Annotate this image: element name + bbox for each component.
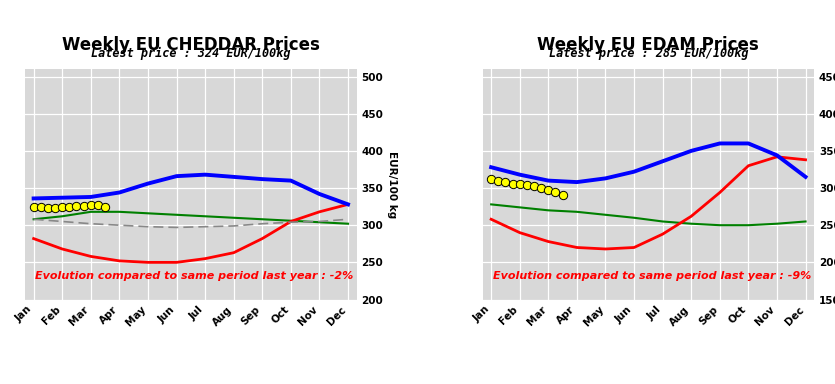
Y-axis label: EUR/100 kg: EUR/100 kg — [387, 151, 397, 218]
Text: Evolution compared to same period last year : -9%: Evolution compared to same period last y… — [493, 271, 811, 281]
Text: Evolution compared to same period last year : -2%: Evolution compared to same period last y… — [35, 271, 353, 281]
Title: Weekly EU CHEDDAR Prices: Weekly EU CHEDDAR Prices — [62, 36, 320, 54]
Text: Latest price : 324 EUR/100kg: Latest price : 324 EUR/100kg — [91, 47, 291, 60]
Text: Latest price : 285 EUR/100kg: Latest price : 285 EUR/100kg — [549, 47, 748, 60]
Title: Weekly EU EDAM Prices: Weekly EU EDAM Prices — [538, 36, 759, 54]
